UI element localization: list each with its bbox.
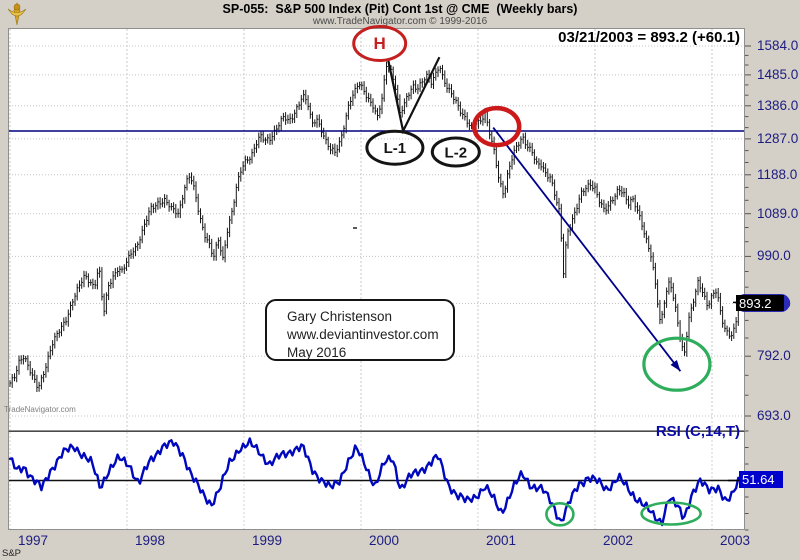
rsi-indicator-panel[interactable] bbox=[8, 431, 745, 530]
last-price-tag: 893.2 bbox=[736, 294, 790, 312]
price-tick-label: 792.0 bbox=[757, 348, 791, 364]
year-label: 1999 bbox=[251, 533, 283, 548]
author-name: Gary Christenson bbox=[287, 309, 393, 324]
time-axis[interactable]: 1997 1998 1999 2000 2001 2002 2003 bbox=[0, 530, 800, 560]
price-tick-label: 1584.0 bbox=[757, 38, 799, 53]
plot-watermark: TradeNavigator.com bbox=[4, 405, 76, 414]
rsi-value-tag: 51.64 bbox=[739, 471, 783, 488]
tradenavigator-logo-icon bbox=[7, 2, 27, 26]
author-site: www.deviantinvestor.com bbox=[287, 327, 439, 342]
price-chart-panel[interactable] bbox=[8, 28, 745, 431]
year-label: 2002 bbox=[602, 533, 634, 548]
year-label: 2000 bbox=[368, 533, 400, 548]
price-tick-label: 1485.0 bbox=[757, 66, 799, 82]
year-label: 2003 bbox=[719, 533, 751, 548]
price-tick-label: 1287.0 bbox=[757, 130, 799, 146]
header-watermark: www.TradeNavigator.com © 1999-2016 bbox=[312, 16, 488, 27]
price-tick-label: 990.0 bbox=[757, 248, 791, 264]
note-date: May 2016 bbox=[287, 345, 347, 360]
price-tick-label: 693.0 bbox=[757, 408, 791, 423]
price-tick-label: 1188.0 bbox=[757, 166, 798, 182]
author-note-box: Gary Christenson www.deviantinvestor.com… bbox=[265, 299, 455, 361]
last-price-value: 893.2 bbox=[736, 295, 784, 311]
chart-title: SP-055: S&P 500 Index (Pit) Cont 1st @ C… bbox=[222, 2, 578, 16]
year-label: 2001 bbox=[485, 533, 517, 548]
symbol-label: S&P bbox=[2, 548, 22, 559]
price-axis[interactable]: 1584.0 1485.0 1386.0 1287.0 1188.0 1089.0 990.… bbox=[745, 28, 800, 530]
last-quote-readout: 03/21/2003 = 893.2 (+60.1) bbox=[558, 29, 740, 46]
rsi-study-label: RSI (C,14,T) bbox=[655, 423, 740, 440]
price-tick-label: 1089.0 bbox=[757, 205, 799, 221]
price-tick-label: 1386.0 bbox=[757, 97, 799, 113]
year-label: 1997 bbox=[17, 533, 49, 548]
year-label: 1998 bbox=[134, 533, 166, 548]
